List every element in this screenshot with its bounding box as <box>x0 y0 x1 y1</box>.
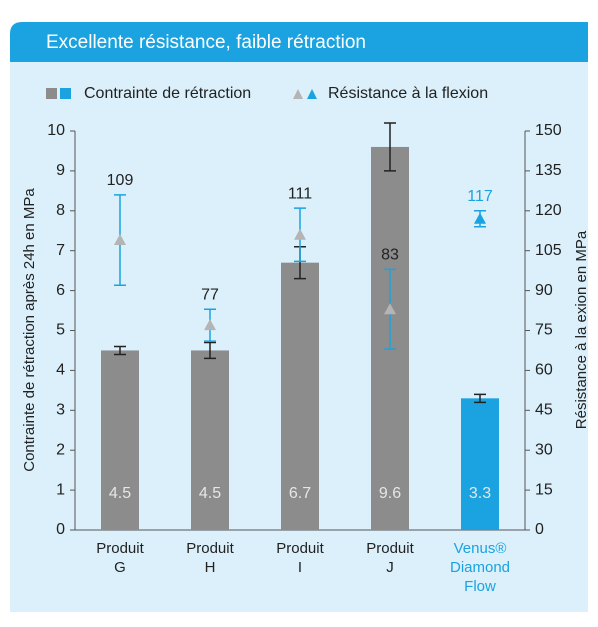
y2-tick-label: 105 <box>535 242 562 259</box>
y-tick-label: 4 <box>56 362 65 379</box>
x-tick-label: Venus® <box>454 540 507 557</box>
error-bar <box>114 345 126 356</box>
legend-label: Contrainte de rétraction <box>84 85 251 102</box>
triangle-value-label: 117 <box>467 188 493 205</box>
triangle-value-label: 83 <box>381 247 399 264</box>
chart-title: Excellente résistance, faible rétraction <box>46 32 366 53</box>
x-tick-label: G <box>114 559 126 576</box>
x-tick-label: Diamond <box>450 559 510 576</box>
bar <box>101 350 139 530</box>
triangle-value-label: 109 <box>107 172 134 189</box>
y-tick-label: 5 <box>56 322 65 339</box>
y2-axis-title: Résistance à la exion en MPa <box>573 230 590 429</box>
triangle-marker <box>204 319 216 331</box>
y2-tick-label: 120 <box>535 202 562 219</box>
bar-value-label: 4.5 <box>109 485 131 502</box>
bar-value-label: 4.5 <box>199 485 221 502</box>
legend-swatch <box>46 88 57 99</box>
error-bar <box>474 393 486 404</box>
x-tick-label: Produit <box>366 540 414 557</box>
bar <box>281 262 319 530</box>
y-tick-label: 1 <box>56 481 65 498</box>
bar <box>191 350 229 530</box>
y2-tick-label: 15 <box>535 481 553 498</box>
legend-swatch <box>307 89 317 99</box>
x-tick-label: Produit <box>186 540 234 557</box>
y2-tick-label: 60 <box>535 362 553 379</box>
triangle-value-label: 77 <box>201 286 219 303</box>
y2-tick-label: 0 <box>535 521 544 538</box>
y-tick-label: 10 <box>47 122 65 139</box>
bar-value-label: 6.7 <box>289 485 311 502</box>
y-tick-label: 9 <box>56 162 65 179</box>
bar-value-label: 3.3 <box>469 485 491 502</box>
x-tick-label: J <box>386 559 394 576</box>
x-tick-label: H <box>205 559 216 576</box>
legend-label: Résistance à la flexion <box>328 85 488 102</box>
y2-tick-label: 135 <box>535 162 562 179</box>
x-tick-label: Produit <box>96 540 144 557</box>
y2-tick-label: 45 <box>535 402 553 419</box>
y-tick-label: 0 <box>56 521 65 538</box>
y-tick-label: 2 <box>56 441 65 458</box>
y-tick-label: 6 <box>56 282 65 299</box>
triangle-marker <box>294 228 306 240</box>
legend-swatch <box>60 88 71 99</box>
y-axis-title: Contrainte de rétraction après 24h en MP… <box>21 188 38 472</box>
y2-tick-label: 150 <box>535 122 562 139</box>
error-bar <box>384 122 396 172</box>
triangle-value-label: 111 <box>288 185 312 202</box>
bar <box>461 398 499 530</box>
y-tick-label: 7 <box>56 242 65 259</box>
triangle-marker <box>474 212 486 224</box>
y2-tick-label: 30 <box>535 441 553 458</box>
y2-tick-label: 90 <box>535 282 553 299</box>
triangle-marker <box>384 303 396 315</box>
y-tick-label: 3 <box>56 402 65 419</box>
x-tick-label: I <box>298 559 302 576</box>
header <box>10 22 588 62</box>
y-tick-label: 8 <box>56 202 65 219</box>
x-tick-label: Produit <box>276 540 324 557</box>
bar-value-label: 9.6 <box>379 485 401 502</box>
error-bar <box>204 341 216 360</box>
triangle-marker <box>114 234 126 246</box>
x-tick-label: Flow <box>464 578 496 595</box>
y2-tick-label: 75 <box>535 322 553 339</box>
legend-swatch <box>293 89 303 99</box>
